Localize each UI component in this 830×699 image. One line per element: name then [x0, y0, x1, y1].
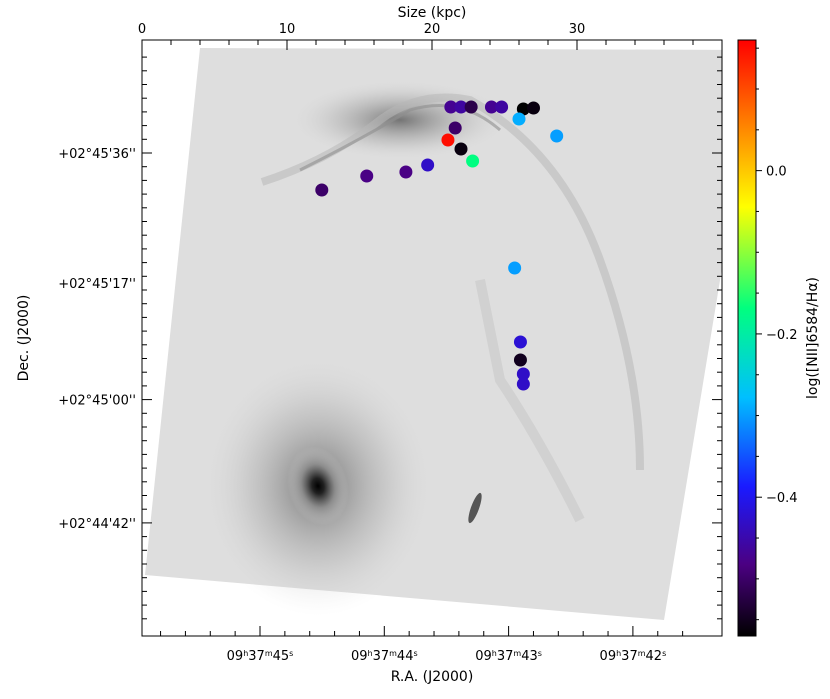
- data-point: [421, 158, 435, 172]
- data-point: [464, 100, 478, 114]
- data-point: [512, 112, 526, 126]
- data-point: [508, 261, 522, 275]
- top-axis-label: Size (kpc): [398, 5, 467, 21]
- left-axis-label: Dec. (J2000): [16, 295, 32, 382]
- data-point: [360, 169, 374, 183]
- data-point: [466, 154, 480, 168]
- left-tick-label: +02°44'42'': [58, 517, 136, 532]
- bottom-tick-label: 09h37m43s: [475, 649, 542, 665]
- data-point: [315, 183, 329, 197]
- data-point: [516, 367, 530, 381]
- data-point: [513, 335, 527, 349]
- colorbar-ticks: 0.0 −0.2 −0.4: [756, 47, 798, 621]
- data-point: [516, 102, 530, 116]
- galaxy-image: [145, 48, 722, 620]
- data-point: [527, 101, 540, 115]
- galaxy-core: [287, 446, 349, 526]
- arc-glow: [290, 80, 510, 160]
- data-point: [516, 377, 530, 391]
- tidal-tail: [475, 279, 585, 523]
- data-point: [441, 133, 455, 147]
- tick-marks: [141, 40, 723, 636]
- data-point: [399, 165, 413, 179]
- colorbar-tick-label: −0.4: [766, 491, 798, 506]
- top-tick-label: 20: [424, 22, 441, 37]
- top-tick-label: 0: [138, 22, 146, 37]
- top-tick-label: 30: [569, 22, 586, 37]
- data-point: [454, 100, 468, 114]
- top-tick-label: 10: [279, 22, 296, 37]
- left-tick-label: +02°45'00'': [58, 394, 136, 409]
- data-point: [550, 129, 564, 143]
- left-tick-label: +02°45'17'': [58, 277, 136, 292]
- data-point: [495, 100, 509, 114]
- bottom-tick-label: 09h37m44s: [351, 649, 418, 665]
- edge-on-galaxy: [468, 492, 482, 524]
- data-point: [513, 353, 527, 367]
- data-point: [454, 142, 468, 156]
- left-tick-label: +02°45'36'': [58, 147, 136, 162]
- bottom-tick-label: 09h37m42s: [600, 649, 667, 665]
- colorbar-label: log([NII]6584/Hα): [805, 277, 821, 399]
- tick-labels: 0 10 20 30 09h37m45s 09h37m44s 09h37m43s 09h37m…: [58, 22, 666, 664]
- data-points: [315, 100, 564, 391]
- colorbar-tick-label: 0.0: [766, 165, 787, 180]
- tidal-arc: [260, 93, 644, 471]
- data-point: [444, 100, 458, 114]
- data-point: [448, 121, 462, 135]
- bottom-axis-label: R.A. (J2000): [391, 669, 474, 685]
- bottom-tick-label: 09h37m45s: [227, 649, 294, 665]
- data-point: [484, 100, 498, 114]
- colorbar: [737, 39, 757, 637]
- colorbar-tick-label: −0.2: [766, 328, 798, 343]
